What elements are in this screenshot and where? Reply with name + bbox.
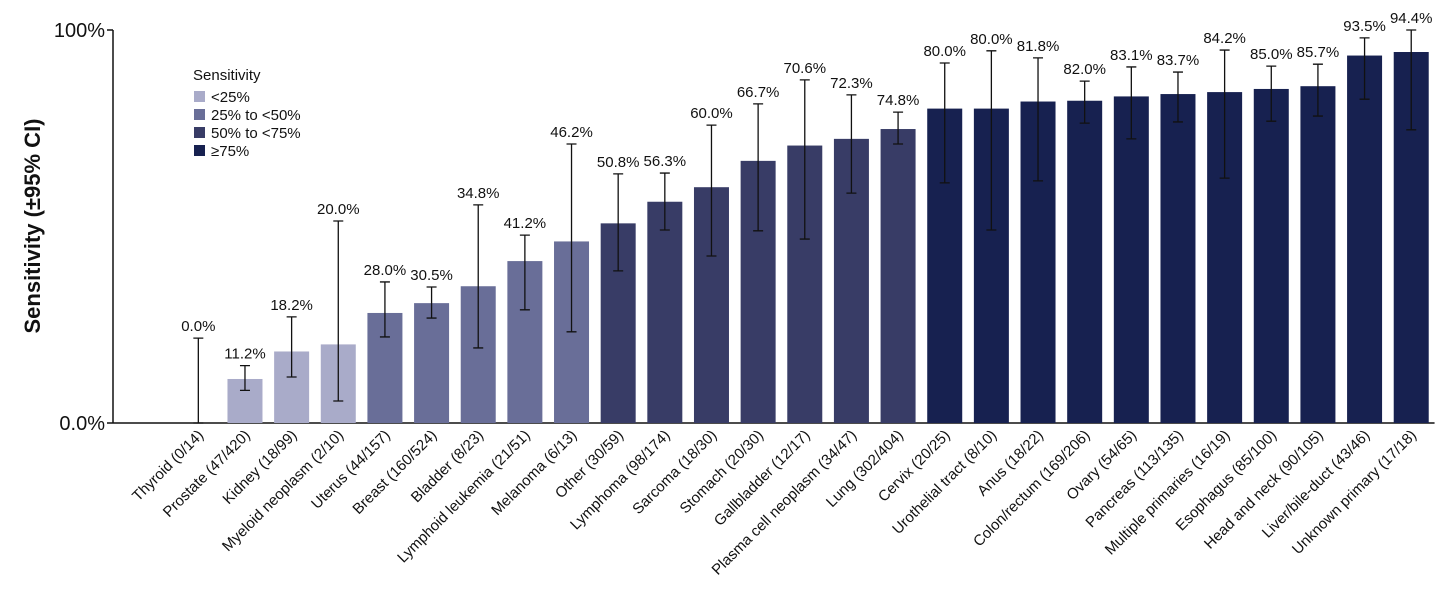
bar	[647, 201, 683, 423]
error-bar	[986, 50, 997, 231]
value-label: 70.6%	[784, 60, 827, 77]
legend-swatch	[194, 109, 205, 120]
error-bar	[1406, 29, 1417, 131]
error-bar	[706, 124, 717, 257]
error-bar	[1219, 49, 1230, 179]
legend-label: 25% to <50%	[211, 107, 301, 124]
error-bar	[193, 337, 204, 424]
x-tick-label: Stomach (20/30)	[677, 427, 767, 517]
legend-label: 50% to <75%	[211, 125, 301, 142]
y-tick-label: 100%	[54, 20, 105, 42]
value-label: 46.2%	[550, 124, 593, 141]
error-bar	[239, 364, 250, 392]
legend-swatch	[194, 127, 205, 138]
error-bar	[939, 62, 950, 184]
value-label: 80.0%	[970, 31, 1013, 48]
error-bar	[1359, 37, 1370, 100]
value-label: 81.8%	[1017, 38, 1060, 55]
value-label: 60.0%	[690, 105, 733, 122]
error-bar	[613, 173, 624, 272]
error-bar	[753, 103, 764, 232]
value-label: 34.8%	[457, 185, 500, 202]
x-tick-label: Breast (160/524)	[349, 427, 440, 518]
value-label: 28.0%	[364, 262, 407, 279]
value-label: 83.1%	[1110, 47, 1153, 64]
value-label: 50.8%	[597, 154, 640, 171]
bar	[1347, 55, 1383, 424]
value-label: 41.2%	[504, 215, 547, 232]
value-label: 11.2%	[224, 346, 265, 363]
error-bar	[1126, 66, 1137, 140]
x-tick-label: Prostate (47/420)	[160, 427, 254, 521]
bar	[1300, 86, 1336, 423]
error-bar	[1079, 80, 1090, 124]
error-bar	[473, 204, 484, 349]
bar	[414, 303, 450, 423]
value-label: 56.3%	[644, 153, 687, 170]
value-label: 82.0%	[1063, 61, 1106, 78]
value-label: 72.3%	[830, 75, 873, 92]
legend-title: Sensitivity	[193, 67, 261, 84]
error-bar	[519, 234, 530, 311]
bar	[1113, 96, 1149, 424]
error-bar	[659, 172, 670, 231]
x-tick-label: Sarcoma (18/30)	[629, 427, 720, 518]
value-label: 74.8%	[877, 92, 920, 109]
legend-swatch	[194, 145, 205, 156]
error-bar	[1033, 57, 1044, 182]
error-bar	[426, 286, 437, 319]
error-bar	[286, 316, 297, 378]
legend-swatch	[194, 91, 205, 102]
bar	[1067, 100, 1103, 424]
value-label: 0.0%	[181, 318, 215, 335]
bar	[1253, 88, 1289, 423]
error-bar	[566, 143, 577, 333]
legend-label: <25%	[211, 89, 250, 106]
bar	[880, 129, 916, 423]
error-bar	[799, 79, 810, 240]
y-axis-label: Sensitivity (±95% CI)	[20, 118, 45, 333]
bar	[1160, 94, 1196, 424]
error-bar	[846, 94, 857, 194]
error-bar	[333, 220, 344, 402]
error-bar	[1172, 71, 1183, 123]
value-label: 85.0%	[1250, 46, 1293, 63]
value-label: 93.5%	[1343, 18, 1386, 35]
error-bar	[1266, 65, 1277, 122]
value-label: 80.0%	[923, 43, 966, 60]
value-label: 84.2%	[1203, 30, 1246, 47]
y-tick-label: 0.0%	[59, 413, 105, 435]
x-tick-label: Melanoma (6/13)	[488, 427, 580, 519]
value-label: 66.7%	[737, 84, 780, 101]
legend-label: ≥75%	[211, 143, 249, 160]
value-label: 94.4%	[1390, 10, 1433, 27]
value-label: 18.2%	[270, 297, 313, 314]
error-bar	[379, 281, 390, 338]
value-label: 85.7%	[1297, 44, 1340, 61]
error-bar	[893, 111, 904, 145]
value-label: 30.5%	[410, 267, 453, 284]
error-bar	[1312, 63, 1323, 117]
value-label: 83.7%	[1157, 52, 1200, 69]
value-label: 20.0%	[317, 201, 360, 218]
